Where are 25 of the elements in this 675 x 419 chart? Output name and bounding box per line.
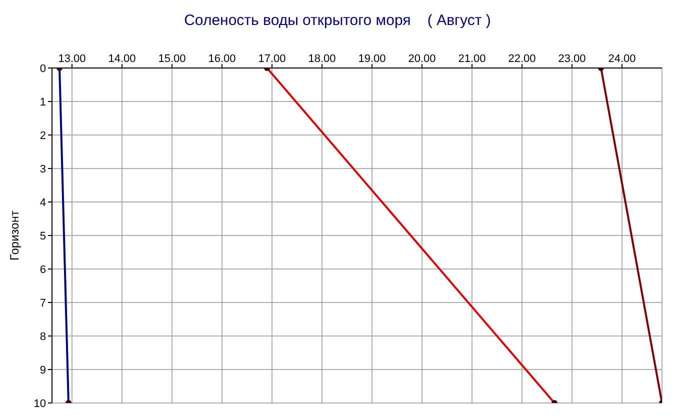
x-tick-label: 21.00 <box>458 53 486 65</box>
y-tick-label: 5 <box>40 230 46 242</box>
chart-title: Соленость воды открытого моря ( Август ) <box>183 12 492 29</box>
x-tick-label: 19.00 <box>358 53 386 65</box>
y-tick-label: 9 <box>40 364 46 376</box>
y-tick-label: 10 <box>34 398 46 410</box>
x-tick-label: 14.00 <box>108 53 136 65</box>
x-tick-label: 17.00 <box>258 53 286 65</box>
x-tick-label: 22.00 <box>508 53 536 65</box>
x-tick-label: 20.00 <box>408 53 436 65</box>
y-tick-label: 1 <box>40 96 46 108</box>
y-tick-label: 2 <box>40 130 46 142</box>
x-tick-label: 24.00 <box>608 53 636 65</box>
y-tick-label: 4 <box>40 196 46 209</box>
y-tick-label: 8 <box>40 330 46 343</box>
x-tick-label: 23.00 <box>558 53 586 65</box>
x-tick-label: 13.00 <box>58 53 86 65</box>
x-tick-label: 18.00 <box>308 53 336 65</box>
y-tick-label: 3 <box>40 163 46 176</box>
y-axis-title: Горизонт <box>7 210 22 260</box>
y-tick-label: 6 <box>40 264 46 276</box>
y-tick-label: 0 <box>40 62 46 75</box>
x-tick-label: 16.00 <box>208 53 236 65</box>
y-tick-label: 7 <box>40 297 46 310</box>
x-tick-label: 15.00 <box>158 53 186 65</box>
